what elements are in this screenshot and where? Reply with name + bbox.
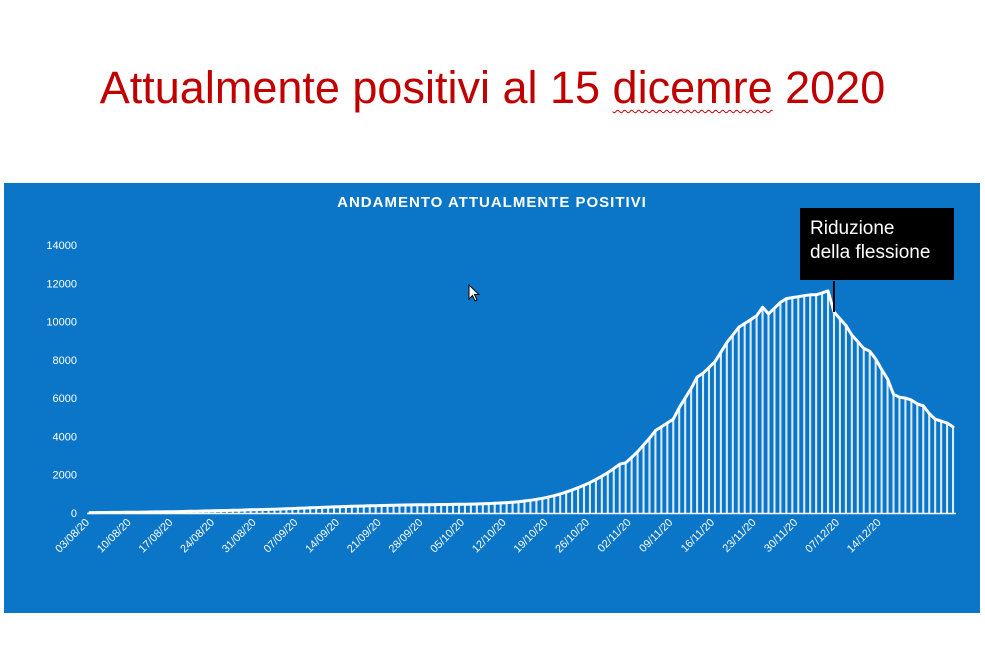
x-tick-label: 30/11/20: [762, 517, 800, 555]
y-tick-label: 14000: [46, 240, 77, 252]
chart-panel: 0 2000 4000 6000 8000 10000 12000 14000 03/08/20…: [4, 183, 980, 613]
x-tick-label: 09/11/20: [637, 517, 675, 555]
mouse-cursor-icon: [468, 283, 481, 302]
x-tick-label: 21/09/20: [345, 517, 384, 556]
x-tick-label: 12/10/20: [470, 517, 509, 556]
y-tick-label: 4000: [53, 431, 77, 443]
y-tick-label: 8000: [53, 355, 77, 367]
annotation-line-2: della flessione: [810, 242, 931, 263]
y-tick-label: 10000: [46, 317, 77, 329]
annotation-line-1: Riduzione: [810, 218, 895, 239]
x-tick-label: 19/10/20: [512, 517, 551, 556]
x-tick-label: 07/09/20: [262, 517, 301, 556]
x-tick-label: 16/11/20: [679, 517, 717, 555]
slide-title-end: 2020: [772, 62, 886, 113]
slide-title: Attualmente positivi al 15 dicemre 2020: [0, 62, 985, 114]
x-tick-label: 14/09/20: [303, 517, 342, 556]
x-tick-label: 07/12/20: [803, 517, 842, 556]
slide-title-underlined-word: dicemre: [612, 62, 773, 113]
x-tick-label: 10/08/20: [95, 517, 134, 556]
slide-title-main: Attualmente positivi al 15: [99, 62, 613, 113]
y-tick-label: 12000: [46, 278, 77, 290]
chart-svg: 0 2000 4000 6000 8000 10000 12000 14000 03/08/20…: [46, 240, 956, 556]
y-tick-label: 2000: [53, 470, 77, 482]
x-tick-label: 02/11/20: [596, 517, 634, 555]
chart-title: ANDAMENTO ATTUALMENTE POSITIVI: [337, 194, 647, 211]
x-tick-label: 03/08/20: [53, 517, 92, 556]
y-tick-label: 0: [71, 508, 77, 520]
x-tick-label: 05/10/20: [428, 517, 467, 556]
y-tick-label: 6000: [53, 393, 77, 405]
x-tick-label: 31/08/20: [220, 517, 259, 556]
x-tick-label: 24/08/20: [178, 517, 217, 556]
x-tick-label: 14/12/20: [845, 517, 884, 556]
x-tick-label: 23/11/20: [721, 517, 759, 555]
series-line: [88, 289, 955, 515]
x-tick-label: 17/08/20: [137, 517, 176, 556]
x-tick-label: 28/09/20: [387, 517, 426, 556]
x-tick-label: 26/10/20: [553, 517, 592, 556]
annotation-callout: Riduzione della flessione: [800, 208, 954, 280]
